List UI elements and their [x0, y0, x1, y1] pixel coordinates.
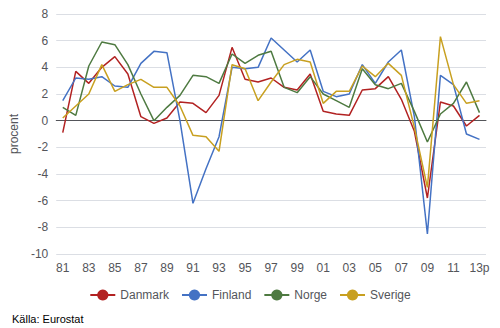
svg-text:-10: -10	[31, 247, 49, 261]
svg-text:97: 97	[264, 261, 278, 275]
svg-text:95: 95	[238, 261, 252, 275]
svg-text:91: 91	[186, 261, 200, 275]
svg-text:83: 83	[82, 261, 96, 275]
svg-text:Danmark: Danmark	[120, 288, 170, 302]
svg-text:Sverige: Sverige	[370, 288, 411, 302]
svg-text:93: 93	[212, 261, 226, 275]
svg-text:-4: -4	[38, 167, 49, 181]
svg-text:85: 85	[108, 261, 122, 275]
svg-text:4: 4	[42, 60, 49, 74]
svg-text:-6: -6	[38, 194, 49, 208]
svg-text:-2: -2	[38, 140, 49, 154]
svg-text:8: 8	[42, 7, 49, 21]
svg-text:Källa: Eurostat: Källa: Eurostat	[12, 313, 84, 325]
svg-text:13p: 13p	[469, 261, 489, 275]
svg-text:05: 05	[369, 261, 383, 275]
svg-text:87: 87	[134, 261, 148, 275]
svg-text:99: 99	[290, 261, 304, 275]
svg-text:03: 03	[343, 261, 357, 275]
svg-text:6: 6	[42, 34, 49, 48]
svg-text:0: 0	[42, 114, 49, 128]
svg-text:07: 07	[395, 261, 409, 275]
svg-text:09: 09	[421, 261, 435, 275]
svg-text:-8: -8	[38, 220, 49, 234]
svg-text:Norge: Norge	[294, 288, 327, 302]
svg-text:Finland: Finland	[212, 288, 251, 302]
svg-text:procent: procent	[7, 113, 21, 154]
svg-text:89: 89	[160, 261, 174, 275]
svg-text:11: 11	[447, 261, 460, 275]
svg-text:81: 81	[56, 261, 70, 275]
svg-text:2: 2	[42, 87, 49, 101]
svg-text:01: 01	[317, 261, 331, 275]
